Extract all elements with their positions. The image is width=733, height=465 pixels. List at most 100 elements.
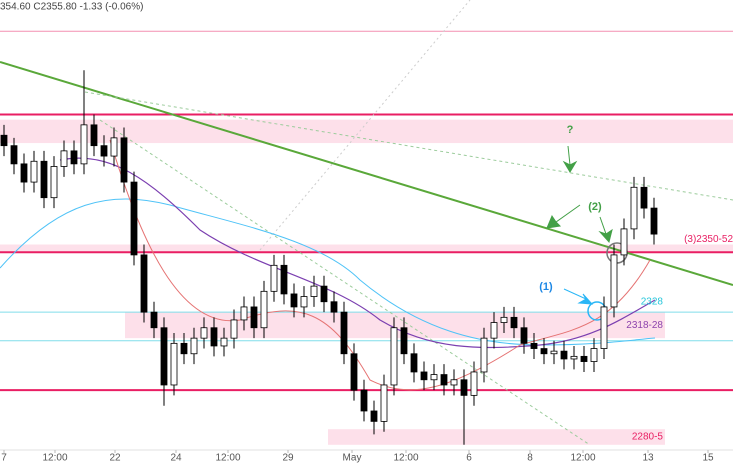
- zone: [328, 429, 665, 445]
- candle-body: [350, 353, 358, 391]
- candle-body: [320, 285, 328, 303]
- candle-body: [130, 181, 138, 256]
- candle-body: [310, 285, 318, 297]
- candle-body: [330, 301, 338, 313]
- candle-body: [60, 150, 68, 167]
- candle-body: [590, 348, 598, 362]
- candle-body: [540, 348, 548, 355]
- candle-body: [420, 371, 428, 381]
- candle-body: [200, 327, 208, 339]
- x-tick-label: 29: [282, 453, 294, 464]
- level-label: 2280-5: [632, 432, 664, 443]
- candle-body: [370, 410, 378, 422]
- x-tick-label: 12:00: [393, 453, 418, 464]
- x-tick-label: 12:00: [570, 453, 595, 464]
- candle-body: [160, 327, 168, 386]
- candle-body: [600, 306, 608, 349]
- candle-body: [470, 371, 478, 396]
- x-tick-label: 12:00: [215, 453, 240, 464]
- candle-body: [620, 228, 628, 256]
- x-tick-label: 6: [466, 453, 472, 464]
- candle-body: [630, 186, 638, 230]
- candle-body: [410, 353, 418, 373]
- candle-body: [260, 290, 268, 329]
- candle-body: [220, 337, 228, 347]
- candle-body: [140, 254, 148, 313]
- moving-average: [0, 198, 656, 346]
- x-tick-label: 7: [1, 453, 7, 464]
- arrow: [546, 204, 581, 229]
- zone: [0, 244, 733, 253]
- background-layer: [0, 30, 733, 445]
- candle-body: [90, 124, 98, 147]
- candle-body: [30, 160, 38, 183]
- arrow: [563, 288, 594, 305]
- annotation: (1): [539, 281, 553, 293]
- x-tick-label: 12:00: [42, 453, 67, 464]
- candle-body: [180, 342, 188, 355]
- candle-body: [380, 384, 388, 422]
- candle-body: [610, 254, 618, 308]
- candle-body: [270, 264, 278, 292]
- level-label: 2328: [641, 296, 664, 307]
- zone: [0, 119, 733, 144]
- candle-body: [280, 264, 288, 295]
- candle-body: [510, 316, 518, 329]
- candle-body: [230, 319, 238, 339]
- trendline-dashed: [84, 91, 733, 201]
- x-tick-label: 22: [109, 453, 121, 464]
- candle-body: [490, 322, 498, 339]
- candle-body: [650, 207, 658, 235]
- candle-body: [500, 316, 508, 323]
- candle-body: [460, 379, 468, 396]
- candle-body: [70, 150, 78, 165]
- candle-body: [150, 311, 158, 329]
- candle-body: [560, 350, 568, 360]
- candle-body: [10, 145, 18, 165]
- arrow: [598, 216, 613, 244]
- candle-body: [80, 124, 88, 165]
- candle-body: [20, 163, 28, 183]
- annotation: (2): [588, 201, 602, 213]
- candle-body: [250, 306, 258, 329]
- candle-body: [100, 145, 108, 157]
- candle-body: [50, 166, 58, 199]
- candle-body: [530, 342, 538, 349]
- level-label: 2318-28: [626, 320, 663, 331]
- candle-body: [390, 327, 398, 386]
- x-tick-label: 8: [527, 453, 533, 464]
- candle-body: [430, 374, 438, 381]
- candle-body: [450, 379, 458, 386]
- annotation: ?: [567, 124, 574, 136]
- moving-average: [59, 157, 656, 349]
- candle-body: [570, 355, 578, 360]
- candle-body: [170, 342, 178, 386]
- moving-average: [109, 139, 651, 391]
- candle-body: [300, 296, 308, 308]
- level-label: (3)2350-52: [684, 234, 733, 245]
- candle-body: [120, 137, 128, 183]
- arrow: [562, 145, 578, 173]
- candle-body: [190, 337, 198, 355]
- candle-body: [550, 350, 558, 355]
- candle-body: [480, 337, 488, 373]
- price-header: 354.60 C2355.80 -1.33 (-0.06%): [0, 2, 143, 13]
- x-tick-label: May: [343, 453, 362, 464]
- candle-body: [40, 160, 48, 199]
- candle-body: [400, 327, 408, 355]
- candle-body: [290, 293, 298, 308]
- candle-body: [640, 186, 648, 209]
- candle-body: [240, 306, 248, 321]
- x-tick-label: 24: [170, 453, 182, 464]
- x-tick-label: 15: [702, 453, 714, 464]
- candle-body: [340, 311, 348, 355]
- trendline-dashed: [99, 119, 591, 446]
- x-tick-label: 13: [642, 453, 654, 464]
- candle-body: [520, 327, 528, 344]
- candle-body: [360, 389, 368, 412]
- trendline: [0, 61, 733, 286]
- candle-body: [580, 355, 588, 362]
- candle-body: [440, 374, 448, 386]
